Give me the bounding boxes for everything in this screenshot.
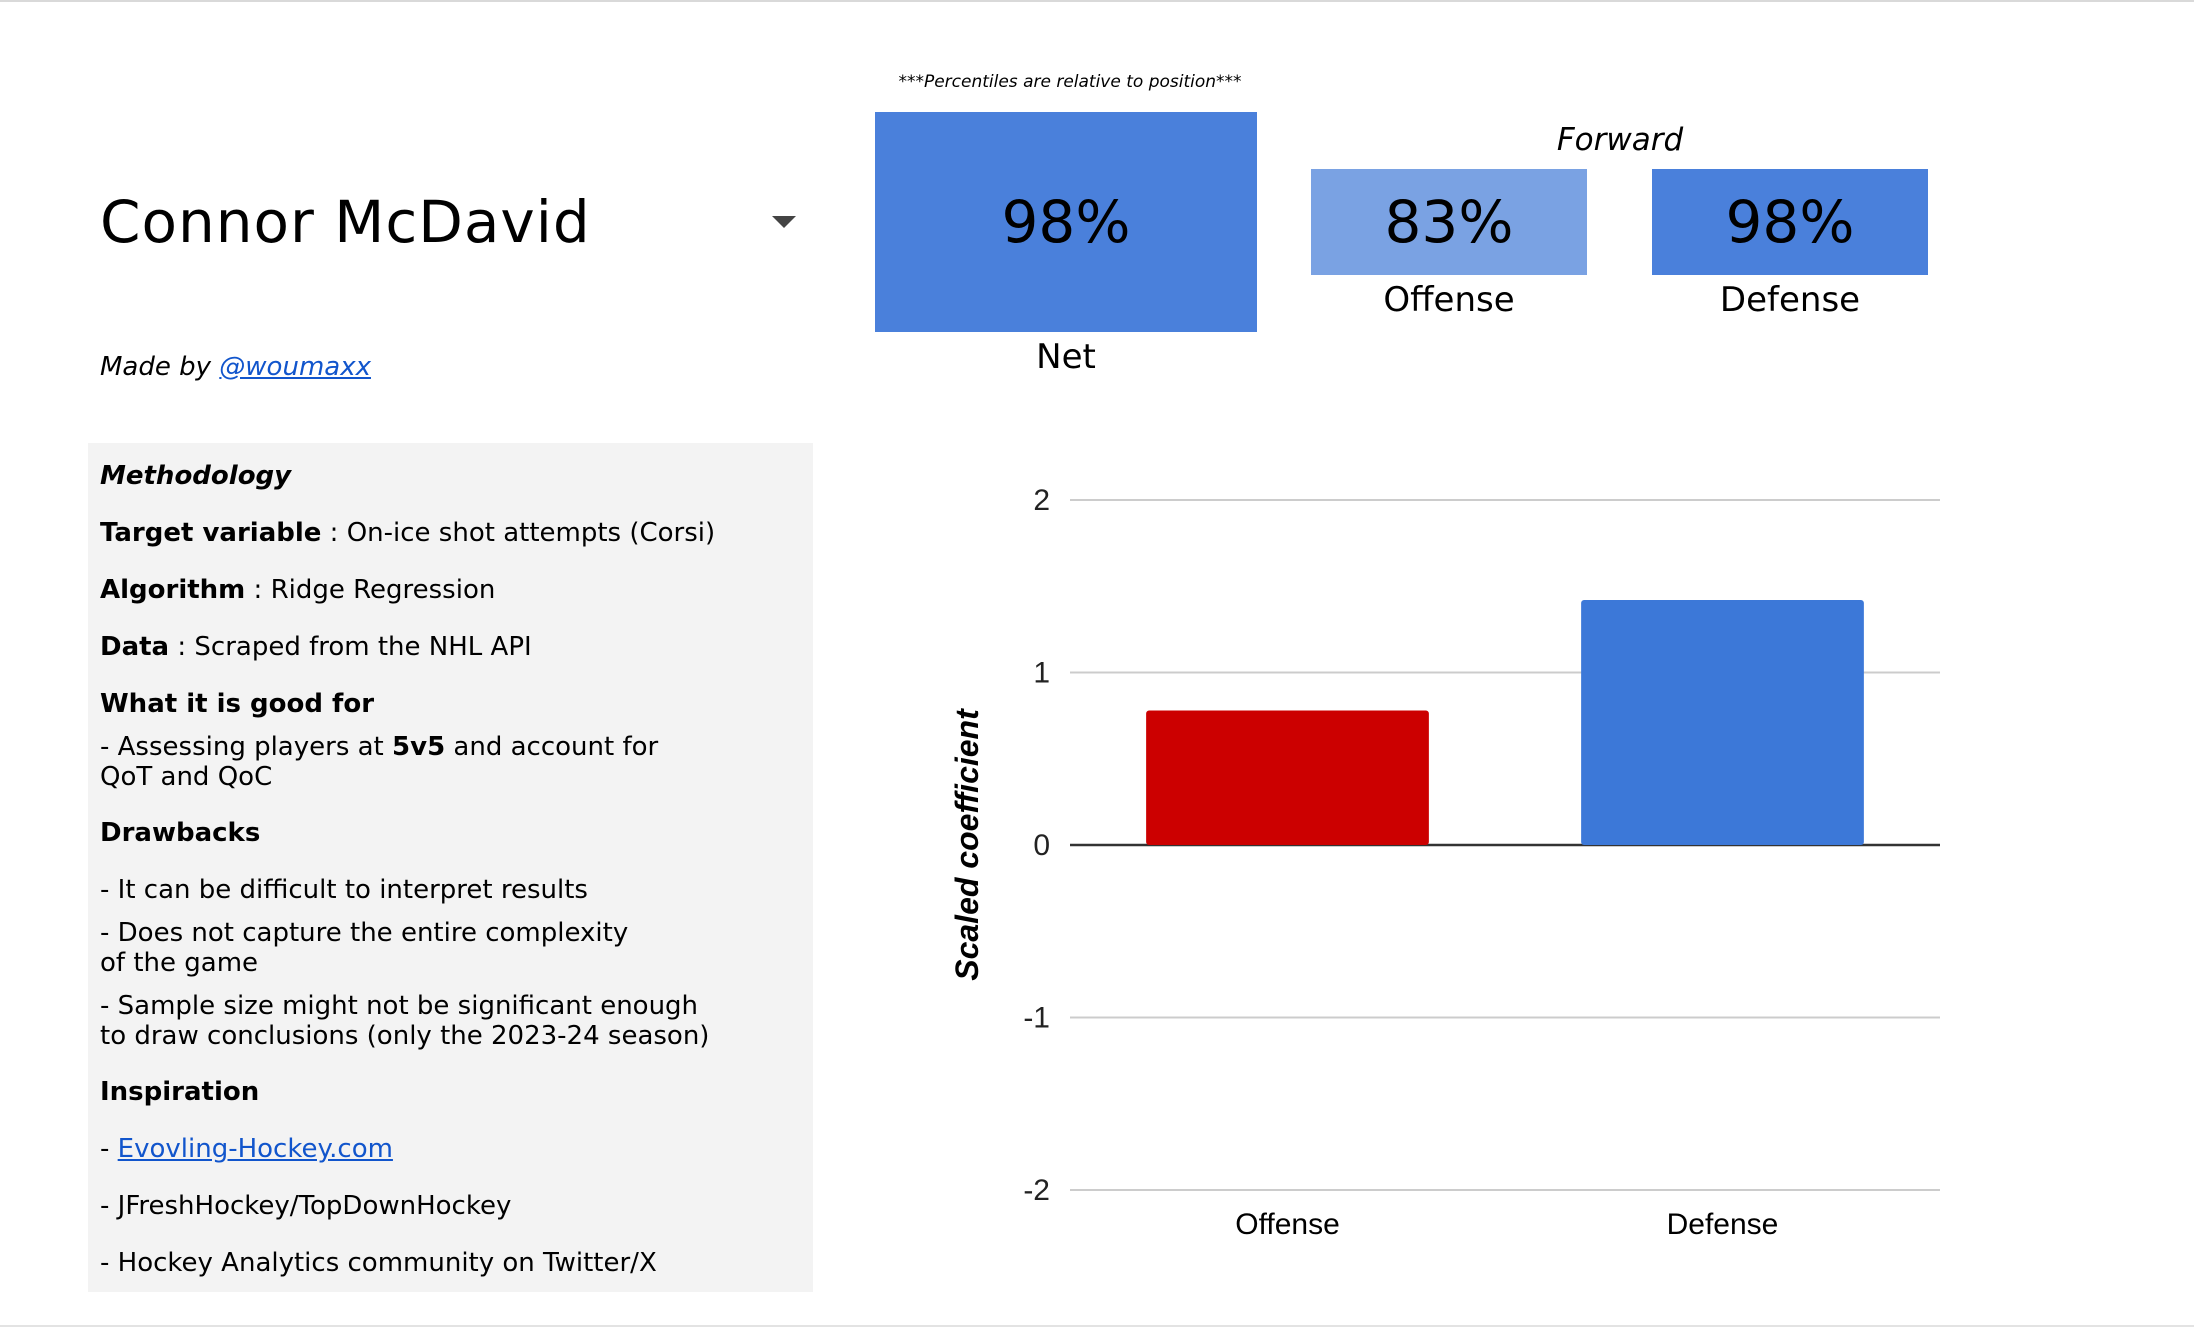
defense-label: Defense [1719,280,1861,320]
top-divider [0,0,2194,2]
author-link[interactable]: @woumaxx [219,352,371,382]
algorithm-row: Algorithm : Ridge Regression [100,575,495,605]
bottom-divider [0,1325,2194,1327]
target-value: : On-ice shot attempts (Corsi) [321,518,716,548]
offense-label: Offense [1383,280,1515,320]
algorithm-label: Algorithm [100,575,246,605]
offense-percentile-value: 83% [1384,188,1514,256]
inspiration-1: - Evovling-Hockey.com [100,1134,393,1164]
good-for-bold: 5v5 [392,732,446,762]
x-tick-label: Offense [1235,1208,1340,1241]
inspiration-title: Inspiration [100,1077,260,1107]
drawback-2-line-2: of the game [100,948,259,978]
player-name: Connor McDavid [100,188,591,256]
y-tick-label: -2 [1023,1174,1050,1207]
good-for-line-1: - Assessing players at 5v5 and account f… [100,732,658,762]
drawback-3-line-1: - Sample size might not be significant e… [100,991,699,1021]
drawback-1: - It can be difficult to interpret resul… [100,875,588,905]
y-tick-label: -1 [1023,1002,1050,1035]
bar-offense [1146,710,1429,845]
good-for-line-2: QoT and QoC [100,762,273,792]
methodology-title: Methodology [100,461,292,491]
methodology-panel: Methodology Target variable : On-ice sho… [88,443,813,1292]
good-for-post: and account for [445,732,659,762]
coefficient-bar-chart: 2 1 0 -1 -2 Scaled coefficient Offense Defense [949,484,1940,1241]
player-dropdown[interactable]: Connor McDavid [88,180,808,266]
net-percentile-value: 98% [1001,188,1131,256]
y-tick-label: 2 [1033,484,1050,517]
x-tick-label: Defense [1667,1208,1779,1241]
made-by-credit: Made by @woumaxx [100,352,371,382]
y-tick-label: 1 [1033,657,1050,690]
chevron-down-icon[interactable] [772,216,796,228]
target-variable-row: Target variable : On-ice shot attempts (… [100,518,715,548]
algorithm-value: : Ridge Regression [245,575,496,605]
made-by-prefix: Made by [100,352,220,382]
drawbacks-title: Drawbacks [100,818,261,848]
data-label: Data [100,632,170,662]
percentile-note: ***Percentiles are relative to position*… [898,72,1242,92]
drawback-3-line-2: to draw conclusions (only the 2023-24 se… [100,1021,710,1051]
good-for-pre: - Assessing players at [100,732,393,762]
y-axis-title: Scaled coefficient [949,708,985,981]
offense-percentile-box: 83% [1311,169,1587,275]
data-row: Data : Scraped from the NHL API [100,632,532,662]
inspiration-2: - JFreshHockey/TopDownHockey [100,1191,512,1221]
defense-percentile-value: 98% [1725,188,1855,256]
inspiration-3: - Hockey Analytics community on Twitter/… [100,1248,657,1278]
y-tick-label: 0 [1033,829,1050,862]
net-percentile-box: 98% [875,112,1257,332]
bar-defense [1581,600,1864,845]
target-label: Target variable [100,518,322,548]
data-value: : Scraped from the NHL API [169,632,532,662]
good-for-title: What it is good for [100,689,375,719]
net-label: Net [1036,337,1096,377]
inspiration-1-prefix: - [100,1134,118,1164]
position-label: Forward [1556,122,1684,158]
evolving-hockey-link[interactable]: Evovling-Hockey.com [117,1134,393,1164]
defense-percentile-box: 98% [1652,169,1928,275]
drawback-2-line-1: - Does not capture the entire complexity [100,918,629,948]
